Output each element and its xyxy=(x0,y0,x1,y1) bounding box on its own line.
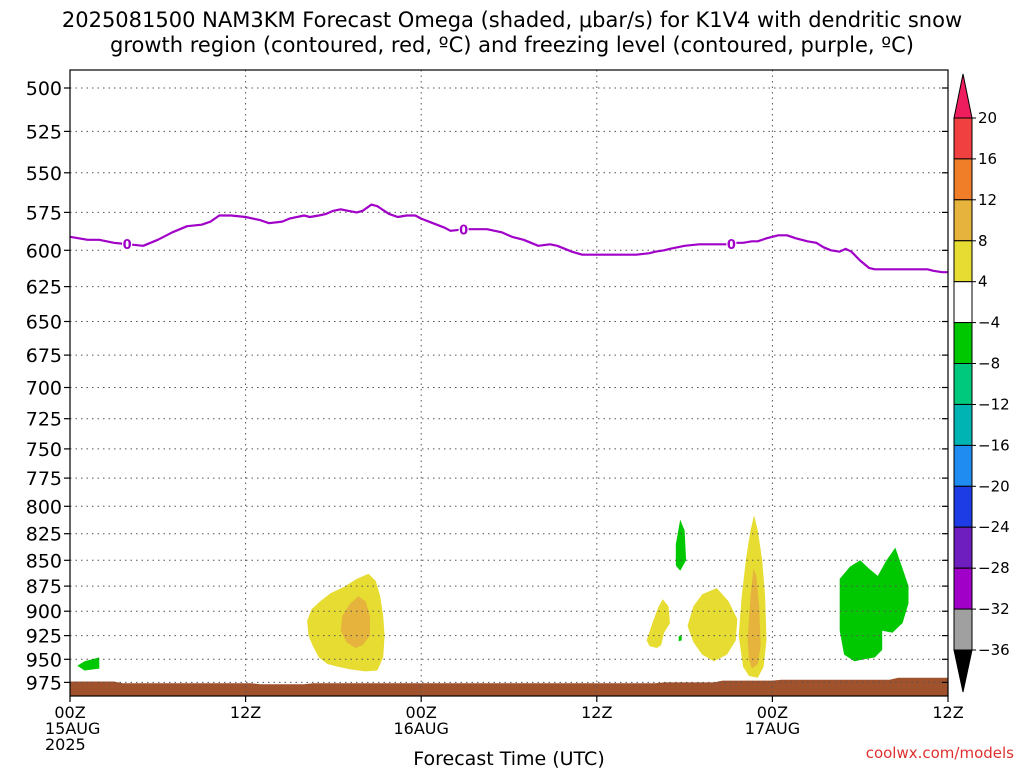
colorbar-label-13: −36 xyxy=(978,641,1010,659)
colorbar-segment-3 xyxy=(953,199,973,242)
colorbar-segment-6 xyxy=(953,322,973,365)
colorbar-segment-12 xyxy=(953,567,973,610)
colorbar-label-6: −8 xyxy=(978,355,1000,373)
colorbar-top-arrow xyxy=(953,73,973,119)
colorbar-segment-13 xyxy=(953,608,973,651)
y-tick-label-525: 525 xyxy=(26,121,62,143)
omega-region-9 xyxy=(839,547,909,662)
freezing-level-line xyxy=(69,203,948,274)
colorbar-bottom-arrow xyxy=(953,649,973,693)
colorbar-label-9: −20 xyxy=(978,477,1010,495)
x-tick-label-48-1: 17AUG xyxy=(745,719,800,738)
credit-text: coolwx.com/models xyxy=(865,744,1014,762)
y-tick-label-700: 700 xyxy=(26,378,62,400)
y-tick-label-950: 950 xyxy=(26,649,62,671)
colorbar-segment-4 xyxy=(953,240,973,283)
colorbar-label-11: −28 xyxy=(978,559,1010,577)
colorbar-segment-10 xyxy=(953,485,973,528)
y-tick-label-900: 900 xyxy=(26,601,62,623)
colorbar-label-4: 4 xyxy=(978,273,988,291)
omega-region-3 xyxy=(646,599,670,648)
freezing-label-bg-2 xyxy=(726,236,737,251)
y-tick-label-750: 750 xyxy=(26,439,62,461)
terrain-layer xyxy=(70,677,948,696)
y-tick-label-975: 975 xyxy=(26,672,62,694)
y-axis: 500 525 550 575 600 625 650 675 700 725 750 775 800 8… xyxy=(26,78,948,694)
x-axis-title: Forecast Time (UTC) xyxy=(413,748,604,768)
x-tick-label-36-0: 12Z xyxy=(581,703,612,722)
y-tick-label-650: 650 xyxy=(26,312,62,334)
y-tick-label-675: 675 xyxy=(26,345,62,367)
colorbar-label-12: −32 xyxy=(978,600,1010,618)
colorbar-label-1: 16 xyxy=(978,150,997,168)
x-tick-label-48-0: 00Z xyxy=(757,703,788,722)
omega-region-0 xyxy=(77,657,100,671)
freezing-label-bg-1 xyxy=(458,222,469,237)
y-tick-label-800: 800 xyxy=(26,496,62,518)
freezing-level-label-2: 0 xyxy=(727,238,736,253)
colorbar-label-3: 8 xyxy=(978,232,988,250)
y-tick-label-500: 500 xyxy=(26,78,62,100)
y-tick-label-600: 600 xyxy=(26,240,62,262)
omega-region-2 xyxy=(340,596,370,648)
colorbar-label-5: −4 xyxy=(978,314,1000,332)
colorbar-segment-9 xyxy=(953,444,973,487)
y-tick-label-625: 625 xyxy=(26,277,62,299)
x-tick-label-0-1: 15AUG xyxy=(45,719,100,738)
colorbar-segment-8 xyxy=(953,404,973,446)
omega-region-8 xyxy=(678,634,682,642)
colorbar-segment-1 xyxy=(953,117,973,160)
omega-region-4 xyxy=(687,588,738,662)
colorbar-label-0: 20 xyxy=(978,109,997,127)
colorbar: 20 16 12 8 4 −4 −8 −12 −16 −20 −24 −28 −32 −36 xyxy=(953,73,1010,693)
x-tick-label-24-0: 00Z xyxy=(406,703,437,722)
y-tick-label-725: 725 xyxy=(26,409,62,431)
x-tick-label-0-0: 00Z xyxy=(54,703,85,722)
gridlines xyxy=(70,70,948,696)
x-tick-label-60-0: 12Z xyxy=(932,703,963,722)
terrain-band xyxy=(70,677,948,696)
omega-region-6 xyxy=(747,568,761,669)
freezing-level-label-1: 0 xyxy=(459,223,468,238)
omega-region-7 xyxy=(675,519,687,571)
y-tick-label-575: 575 xyxy=(26,202,62,224)
colorbar-segment-11 xyxy=(953,526,973,569)
y-tick-label-825: 825 xyxy=(26,524,62,546)
colorbar-label-2: 12 xyxy=(978,191,997,209)
y-tick-label-875: 875 xyxy=(26,576,62,598)
colorbar-label-10: −24 xyxy=(978,518,1010,536)
y-tick-label-550: 550 xyxy=(26,163,62,185)
x-tick-label-24-1: 16AUG xyxy=(393,719,448,738)
freezing-level-label-0: 0 xyxy=(123,238,132,253)
colorbar-segment-5 xyxy=(953,281,973,324)
x-tick-label-12-0: 12Z xyxy=(230,703,261,722)
colorbar-segment-2 xyxy=(953,158,973,201)
omega-shading-layer xyxy=(77,515,909,678)
chart-title-line-2: growth region (contoured, red, ºC) and f… xyxy=(110,33,914,57)
y-tick-label-850: 850 xyxy=(26,550,62,572)
x-tick-label-0-2: 2025 xyxy=(45,735,86,754)
colorbar-segment-7 xyxy=(953,363,973,405)
chart-title-line-1: 2025081500 NAM3KM Forecast Omega (shaded… xyxy=(61,8,963,32)
colorbar-label-8: −16 xyxy=(978,436,1010,454)
freezing-level-layer: 0 0 0 xyxy=(69,203,948,274)
y-tick-label-925: 925 xyxy=(26,626,62,648)
freezing-label-bg-0 xyxy=(122,237,133,252)
y-tick-label-775: 775 xyxy=(26,468,62,490)
colorbar-label-7: −12 xyxy=(978,396,1010,414)
plot-frame xyxy=(69,69,949,697)
